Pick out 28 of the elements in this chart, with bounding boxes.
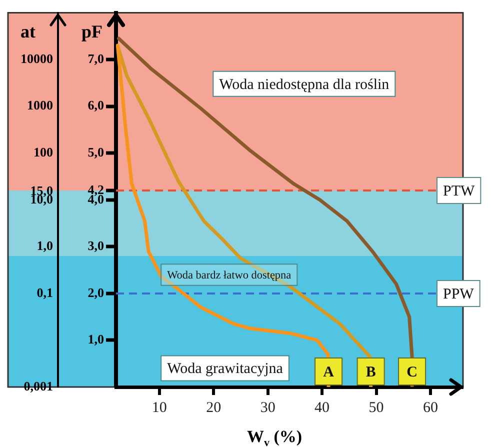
y2-tick-label: 10000 bbox=[20, 50, 53, 66]
series-label: C bbox=[406, 364, 418, 380]
y-tick-label: 5,0 bbox=[88, 144, 104, 160]
y2-axis-title: at bbox=[20, 21, 36, 42]
x-tick-label: 10 bbox=[152, 400, 167, 416]
y-tick-label: 1,0 bbox=[88, 332, 104, 347]
ref-line-label: PTW bbox=[443, 183, 476, 200]
y-tick-label: 6,0 bbox=[88, 98, 104, 113]
y2-tick-label: 0,1 bbox=[36, 284, 53, 300]
band-label: Woda bardz łatwo dostępna bbox=[167, 270, 292, 282]
y2-tick-label: 100 bbox=[34, 144, 53, 160]
y-axis-title: pF bbox=[81, 21, 103, 42]
y-tick-label: 7,0 bbox=[88, 50, 104, 66]
band-label: Woda grawitacyjna bbox=[167, 361, 284, 378]
y-tick-label: 3,0 bbox=[88, 238, 104, 254]
band-label: Woda niedostępna dla roślin bbox=[219, 76, 390, 93]
x-tick-label: 40 bbox=[314, 400, 330, 416]
y2-tick-label: 1,0 bbox=[36, 238, 53, 254]
ref-line-label: PPW bbox=[443, 286, 475, 302]
y-tick-label: 2,0 bbox=[88, 284, 104, 300]
series-label: B bbox=[366, 364, 376, 380]
series-label: A bbox=[323, 364, 334, 380]
x-tick-label: 20 bbox=[206, 400, 222, 416]
x-tick-label: 50 bbox=[368, 400, 384, 416]
y2-tick-label: 1000 bbox=[27, 98, 53, 113]
x-tick-label: 30 bbox=[260, 400, 276, 416]
x-tick-label: 60 bbox=[422, 400, 438, 416]
y2-tick-label: 15,0 bbox=[30, 183, 53, 198]
